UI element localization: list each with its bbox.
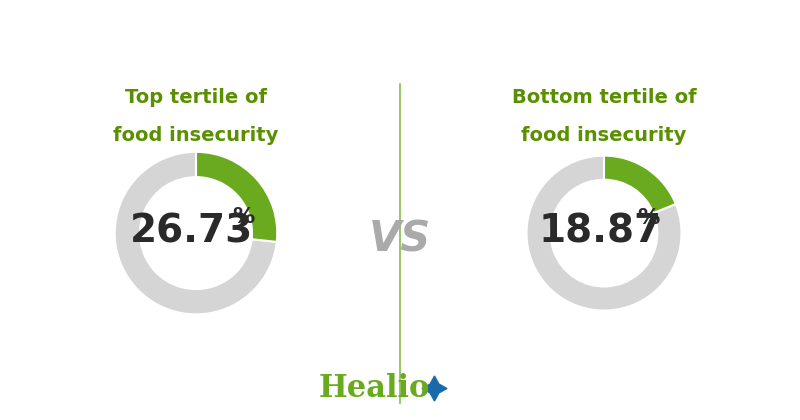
Text: %: % (638, 207, 660, 228)
Text: 18.87: 18.87 (538, 213, 662, 250)
Wedge shape (604, 155, 676, 213)
Text: %: % (232, 207, 254, 227)
Text: Top tertile of: Top tertile of (125, 88, 267, 107)
Wedge shape (196, 152, 278, 242)
Wedge shape (114, 152, 277, 314)
Text: food insecurity: food insecurity (522, 126, 686, 145)
Text: 26.73: 26.73 (130, 212, 253, 250)
Text: food insecurity: food insecurity (114, 126, 278, 145)
Text: Healio: Healio (318, 373, 430, 404)
Wedge shape (526, 155, 682, 310)
Text: VS: VS (369, 219, 431, 261)
Text: Prevalence of MASLD among highly developed countries:: Prevalence of MASLD among highly develop… (41, 28, 759, 48)
Text: Bottom tertile of: Bottom tertile of (512, 88, 696, 107)
